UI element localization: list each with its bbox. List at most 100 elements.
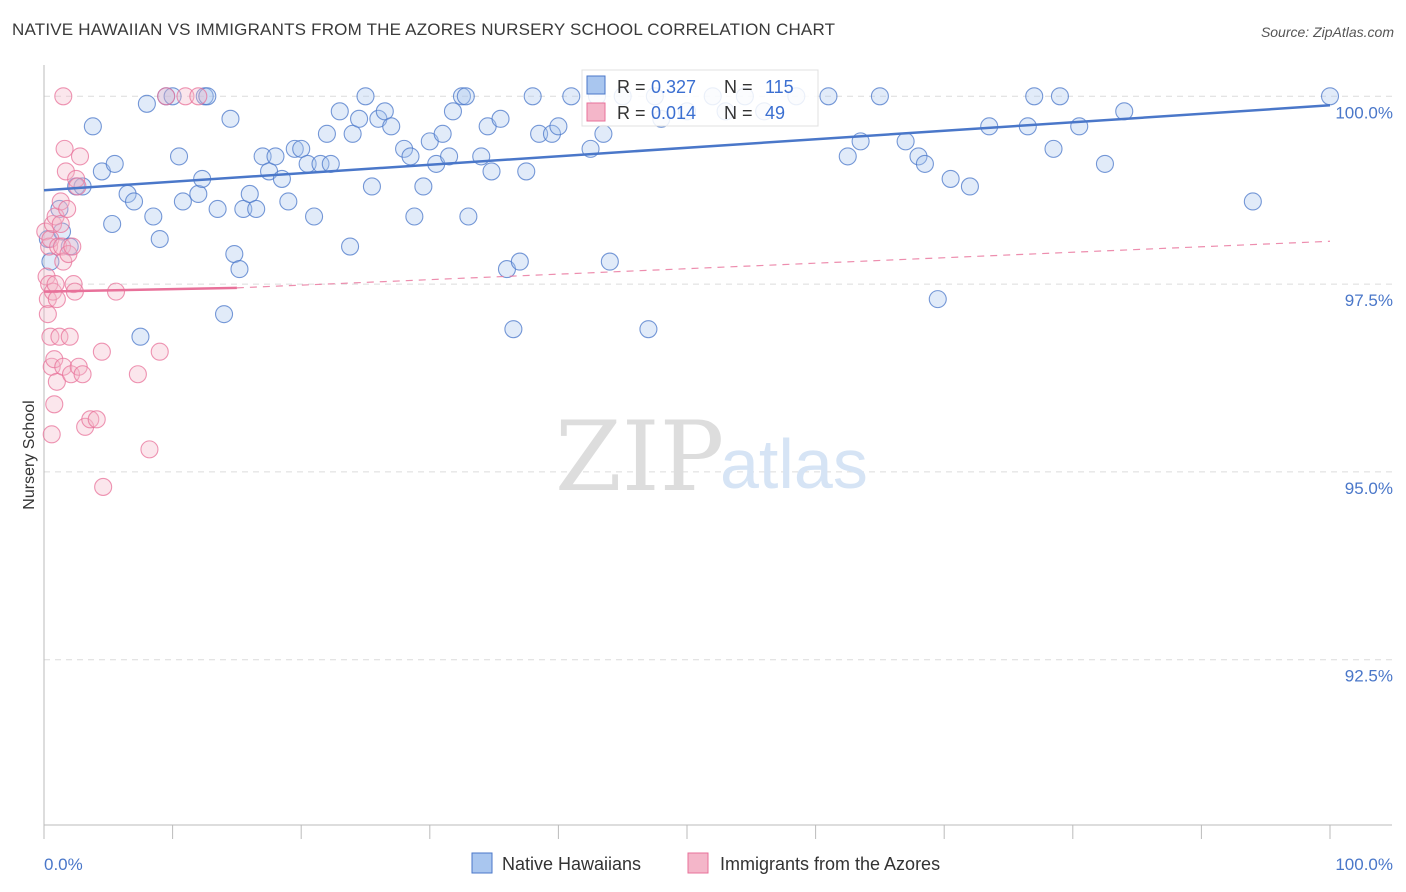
bottom-legend-label-blue: Native Hawaiians <box>502 854 641 874</box>
native-hawaiian-point-28 <box>225 245 244 264</box>
native-hawaiian-point-12 <box>124 192 144 211</box>
azores-point-45 <box>128 365 147 384</box>
native-hawaiian-point-37 <box>279 192 298 211</box>
bottom-legend-swatch-pink <box>687 852 709 874</box>
native-hawaiian-point-52 <box>375 102 394 121</box>
bottom-legend-swatch-blue <box>471 852 493 874</box>
native-hawaiian-point-93 <box>819 87 838 106</box>
native-hawaiian-point-7 <box>83 117 102 136</box>
azores-point-26 <box>56 162 75 181</box>
native-hawaiian-point-46 <box>341 237 360 256</box>
azores-point-16 <box>47 290 66 309</box>
azores-point-31 <box>63 237 82 256</box>
native-hawaiian-point-39 <box>292 139 311 158</box>
azores-point-37 <box>70 147 90 166</box>
native-hawaiian-point-54 <box>395 139 414 158</box>
native-hawaiian-point-32 <box>247 199 266 219</box>
legend-swatch-blue <box>586 75 606 95</box>
azores-point-13 <box>45 395 64 414</box>
legend-r-value-2: 0.014 <box>651 103 696 123</box>
native-hawaiian-point-84 <box>639 320 658 339</box>
azores-point-9 <box>42 425 61 444</box>
native-hawaiian-point-19 <box>169 147 189 166</box>
stats-legend-box <box>581 69 819 127</box>
native-hawaiian-point-61 <box>440 147 459 166</box>
native-hawaiian-point-62 <box>443 102 462 121</box>
series-azores <box>36 87 208 496</box>
azores-point-40 <box>81 410 100 429</box>
azores-point-24 <box>54 357 73 376</box>
native-hawaiian-point-69 <box>491 109 510 128</box>
native-hawaiian-point-1 <box>41 252 60 271</box>
bottom-legend-label-pink: Immigrants from the Azores <box>720 854 940 874</box>
native-hawaiian-point-65 <box>456 87 475 106</box>
native-hawaiian-point-111 <box>1243 192 1262 211</box>
native-hawaiian-point-48 <box>350 109 369 128</box>
azores-point-47 <box>150 342 169 361</box>
native-hawaiian-point-106 <box>1044 139 1063 158</box>
azores-point-41 <box>87 410 106 429</box>
native-hawaiian-point-43 <box>317 124 336 143</box>
native-hawaiian-point-100 <box>928 290 947 309</box>
legend-r-label-1: R = <box>617 77 646 97</box>
azores-point-17 <box>47 372 66 391</box>
watermark: ZIP atlas <box>555 401 868 513</box>
y-axis-title: Nursery School <box>21 400 38 509</box>
native-hawaiian-point-82 <box>600 252 619 271</box>
azores-point-29 <box>60 327 79 346</box>
native-hawaiian-point-60 <box>433 124 452 143</box>
native-hawaiian-point-27 <box>221 109 240 128</box>
native-hawaiian-point-41 <box>305 207 324 226</box>
native-hawaiian-point-57 <box>414 177 433 196</box>
native-hawaiian-point-26 <box>214 305 234 324</box>
native-hawaiian-point-35 <box>266 147 285 166</box>
native-hawaiian-point-109 <box>1095 154 1114 173</box>
stats-legend: R = 0.327 N = 115 R = 0.014 N = 49 <box>581 69 819 127</box>
native-hawaiian-point-15 <box>144 207 163 226</box>
trend-line-azores-dashed <box>236 240 1331 289</box>
legend-swatch-pink <box>586 102 606 122</box>
native-hawaiian-point-49 <box>356 87 375 106</box>
series-legend: Native Hawaiians Immigrants from the Azo… <box>471 852 940 874</box>
source-label: Source: ZipAtlas.com <box>1260 24 1394 40</box>
native-hawaiian-point-68 <box>482 162 501 181</box>
azores-point-44 <box>106 282 126 301</box>
azores-point-20 <box>51 192 70 211</box>
azores-point-27 <box>58 199 77 219</box>
native-hawaiian-point-29 <box>230 260 249 279</box>
x-tick-label-1: 100.0% <box>1335 855 1393 874</box>
azores-point-49 <box>176 87 195 106</box>
native-hawaiian-point-31 <box>240 184 259 204</box>
legend-n-value-2: 49 <box>765 103 785 123</box>
native-hawaiian-point-16 <box>150 229 169 249</box>
native-hawaiian-point-30 <box>234 199 253 219</box>
native-hawaiian-point-102 <box>960 177 979 196</box>
native-hawaiian-point-13 <box>131 327 150 346</box>
y-tick-label-0: 100.0% <box>1335 103 1393 122</box>
azores-point-51 <box>54 87 73 106</box>
native-hawaiian-point-33 <box>253 147 272 166</box>
x-tick-labels: 0.0% 100.0% <box>44 855 1393 874</box>
legend-r-label-2: R = <box>617 103 646 123</box>
axes <box>43 65 1392 839</box>
native-hawaiian-point-63 <box>452 87 472 106</box>
azores-point-19 <box>50 327 69 346</box>
native-hawaiian-point-9 <box>105 154 124 173</box>
x-tick-label-0: 0.0% <box>44 855 83 874</box>
native-hawaiian-point-47 <box>343 124 362 143</box>
native-hawaiian-point-45 <box>330 102 349 121</box>
chart-title: NATIVE HAWAIIAN VS IMMIGRANTS FROM THE A… <box>12 20 836 39</box>
azores-point-43 <box>94 477 113 496</box>
native-hawaiian-point-101 <box>941 169 960 188</box>
azores-point-32 <box>64 275 83 294</box>
native-hawaiian-point-78 <box>562 87 581 106</box>
legend-r-value-1: 0.327 <box>651 77 696 97</box>
azores-point-3 <box>38 305 57 324</box>
native-hawaiian-point-105 <box>1025 87 1044 106</box>
azores-point-42 <box>92 342 111 361</box>
trend-line-native-hawaiians <box>43 104 1331 192</box>
y-tick-label-1: 97.5% <box>1345 291 1393 310</box>
native-hawaiian-point-112 <box>1320 87 1340 106</box>
native-hawaiian-point-77 <box>549 117 568 136</box>
azores-point-46 <box>140 440 159 459</box>
